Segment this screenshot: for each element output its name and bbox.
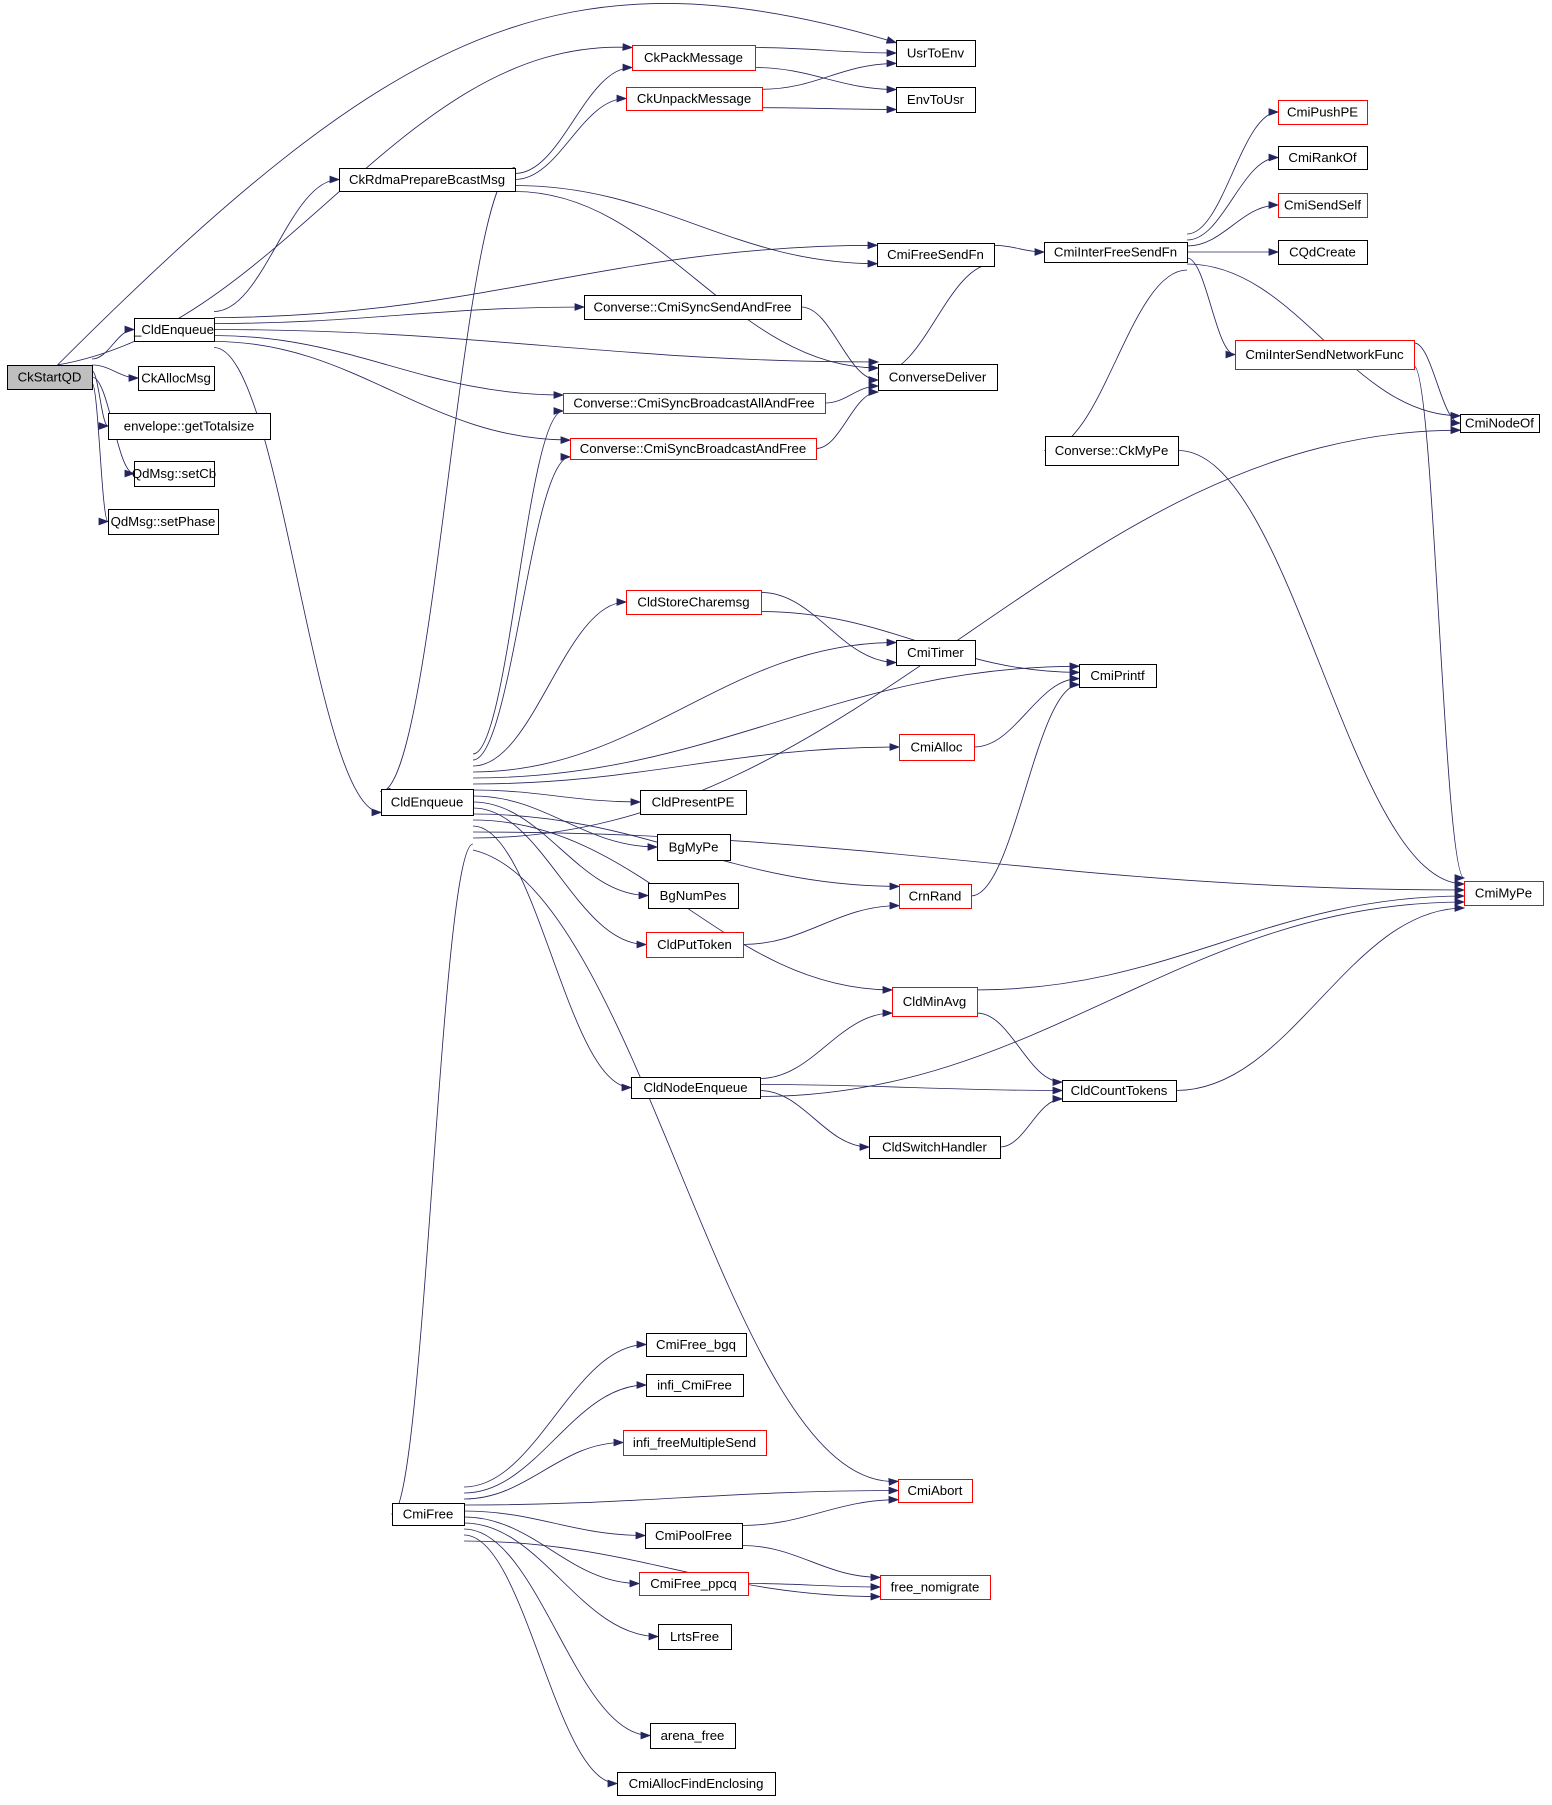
svg-text:CkAllocMsg: CkAllocMsg	[141, 371, 211, 386]
svg-text:CldStoreCharemsg: CldStoreCharemsg	[637, 595, 749, 610]
svg-text:CmiFreeSendFn: CmiFreeSendFn	[887, 247, 984, 262]
svg-text:envelope::getTotalsize: envelope::getTotalsize	[124, 419, 255, 434]
svg-text:CldMinAvg: CldMinAvg	[903, 994, 967, 1009]
svg-text:CldEnqueue: CldEnqueue	[391, 795, 464, 810]
svg-text:CldCountTokens: CldCountTokens	[1071, 1083, 1168, 1098]
svg-text:CmiFree_bgq: CmiFree_bgq	[656, 1337, 736, 1352]
svg-text:CmiFree: CmiFree	[403, 1507, 454, 1522]
svg-text:CmiAllocFindEnclosing: CmiAllocFindEnclosing	[629, 1776, 764, 1791]
svg-text:Converse::CmiSyncSendAndFree: Converse::CmiSyncSendAndFree	[594, 300, 792, 315]
svg-text:EnvToUsr: EnvToUsr	[907, 92, 965, 107]
svg-text:CmiMyPe: CmiMyPe	[1475, 886, 1532, 901]
svg-text:CkStartQD: CkStartQD	[18, 370, 82, 385]
svg-text:CldSwitchHandler: CldSwitchHandler	[882, 1140, 987, 1155]
svg-text:CmiFree_ppcq: CmiFree_ppcq	[650, 1576, 737, 1591]
svg-text:CmiInterFreeSendFn: CmiInterFreeSendFn	[1054, 245, 1177, 260]
svg-text:free_nomigrate: free_nomigrate	[891, 1580, 980, 1595]
svg-text:_CldEnqueue: _CldEnqueue	[133, 322, 214, 337]
svg-text:CmiTimer: CmiTimer	[907, 645, 964, 660]
svg-text:infi_freeMultipleSend: infi_freeMultipleSend	[633, 1435, 756, 1450]
svg-text:arena_free: arena_free	[661, 1728, 725, 1743]
svg-text:LrtsFree: LrtsFree	[670, 1629, 719, 1644]
svg-text:CmiAlloc: CmiAlloc	[910, 740, 962, 755]
svg-text:CQdCreate: CQdCreate	[1289, 245, 1356, 260]
svg-text:UsrToEnv: UsrToEnv	[907, 46, 965, 61]
svg-text:CldNodeEnqueue: CldNodeEnqueue	[643, 1080, 747, 1095]
svg-text:QdMsg::setCb: QdMsg::setCb	[132, 466, 216, 481]
svg-text:CldPresentPE: CldPresentPE	[652, 795, 735, 810]
svg-text:QdMsg::setPhase: QdMsg::setPhase	[111, 514, 216, 529]
svg-text:CldPutToken: CldPutToken	[657, 937, 732, 952]
svg-text:BgNumPes: BgNumPes	[660, 888, 727, 903]
svg-text:CkUnpackMessage: CkUnpackMessage	[637, 91, 751, 106]
svg-text:CmiPrintf: CmiPrintf	[1090, 668, 1145, 683]
svg-text:CmiPushPE: CmiPushPE	[1287, 105, 1358, 120]
svg-text:Converse::CmiSyncBroadcastAndF: Converse::CmiSyncBroadcastAndFree	[580, 441, 806, 456]
svg-text:CmiNodeOf: CmiNodeOf	[1465, 416, 1534, 431]
svg-text:CmiAbort: CmiAbort	[908, 1483, 963, 1498]
svg-text:CrnRand: CrnRand	[909, 889, 962, 904]
svg-text:ConverseDeliver: ConverseDeliver	[889, 370, 987, 385]
svg-text:CkPackMessage: CkPackMessage	[644, 50, 743, 65]
svg-text:CmiInterSendNetworkFunc: CmiInterSendNetworkFunc	[1245, 347, 1404, 362]
svg-text:Converse::CkMyPe: Converse::CkMyPe	[1055, 443, 1169, 458]
svg-text:CmiPoolFree: CmiPoolFree	[655, 1528, 732, 1543]
svg-text:Converse::CmiSyncBroadcastAllA: Converse::CmiSyncBroadcastAllAndFree	[573, 396, 814, 411]
svg-text:CkRdmaPrepareBcastMsg: CkRdmaPrepareBcastMsg	[349, 172, 505, 187]
svg-text:CmiSendSelf: CmiSendSelf	[1284, 198, 1361, 213]
svg-text:infi_CmiFree: infi_CmiFree	[657, 1378, 732, 1393]
svg-text:CmiRankOf: CmiRankOf	[1288, 150, 1356, 165]
svg-text:BgMyPe: BgMyPe	[669, 840, 719, 855]
